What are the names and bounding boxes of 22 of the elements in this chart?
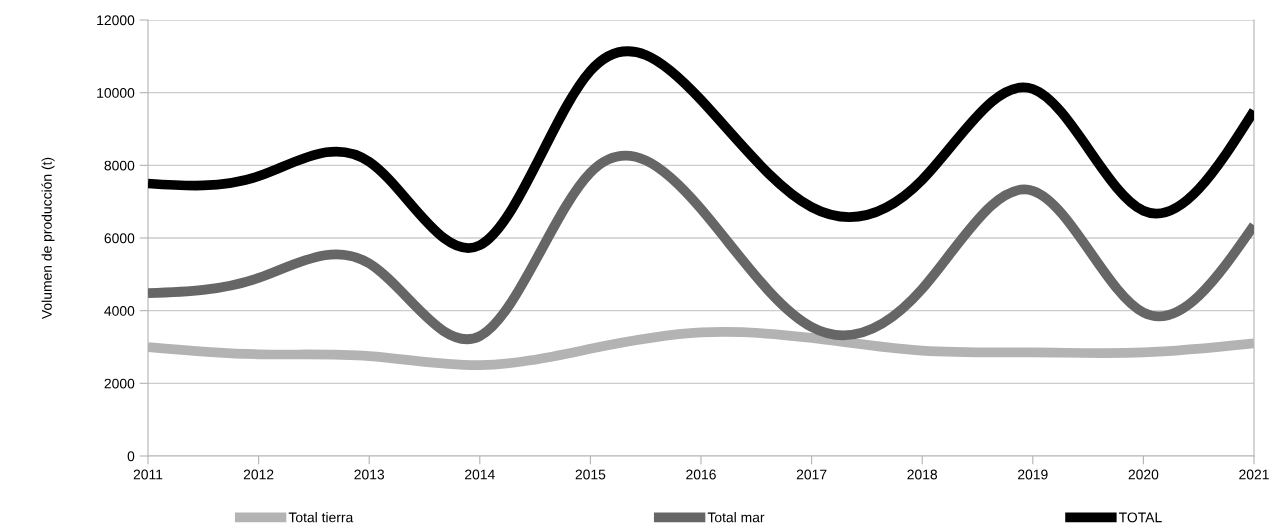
y-tick-label: 10000 xyxy=(97,88,135,98)
y-tick-label: 6000 xyxy=(104,233,135,244)
y-tick-label: 4000 xyxy=(104,306,135,316)
x-tick-label: 2014 xyxy=(465,469,495,480)
legend-label: Total tierra xyxy=(288,512,354,523)
x-tick-label: 2011 xyxy=(133,469,163,480)
y-tick-label: 8000 xyxy=(104,160,135,171)
x-tick-label: 2020 xyxy=(1128,469,1159,480)
x-tick-label: 2015 xyxy=(575,469,606,480)
x-tick-label: 2019 xyxy=(1018,469,1048,480)
x-tick-label: 2013 xyxy=(354,469,385,480)
x-tick-label: 2012 xyxy=(243,469,274,480)
y-tick-label: 12000 xyxy=(97,15,135,26)
x-tick-label: 2021 xyxy=(1239,469,1269,480)
y-axis-title: Volumen de producción (t) xyxy=(41,157,55,319)
y-tick-label: 2000 xyxy=(104,378,135,389)
x-tick-label: 2017 xyxy=(796,469,827,480)
legend-label: TOTAL xyxy=(1119,512,1162,523)
y-tick-label: 0 xyxy=(127,451,135,462)
legend-label: Total mar xyxy=(707,512,765,523)
x-tick-label: 2018 xyxy=(907,469,938,480)
x-tick-label: 2016 xyxy=(686,469,716,480)
